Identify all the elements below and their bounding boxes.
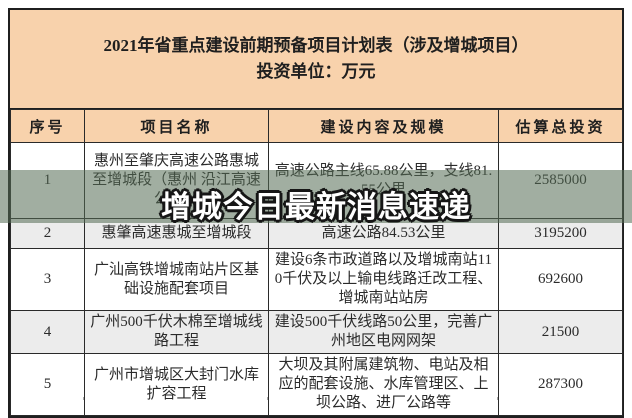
table-header-row: 序号 项目名称 建设内容及规模 估算总投资 [10, 109, 623, 143]
cell-content-scale: 建设6条市政道路以及增城南站110千伏及以上输电线路迁改工程、增城南站站房 [268, 248, 499, 311]
cell-total-investment: 21500 [498, 310, 623, 354]
cell-project-name: 广汕高铁增城南站片区基础设施配套项目 [84, 248, 269, 311]
cell-total-investment: 287300 [498, 353, 623, 416]
cell-project-name: 广州市增城区大封门水库扩容工程 [84, 353, 269, 416]
table-title-line-1: 2021年省重点建设前期预备项目计划表（涉及增城项目） [103, 36, 529, 55]
projects-table: 序号 项目名称 建设内容及规模 估算总投资 1 惠州至肇庆高速公路惠城至增城段（… [10, 109, 623, 416]
table-row: 4 广州500千伏木棉至增城线路工程 建设500千伏线路50公里，完善广州地区电… [10, 310, 623, 354]
table-title-band: 2021年省重点建设前期预备项目计划表（涉及增城项目） 投资单位：万元 [10, 10, 622, 109]
cell-content-scale: 大坝及其附属建筑物、电站及相应的配套设施、水库管理区、上坝公路、进厂公路等 [268, 353, 499, 416]
cell-serial: 4 [10, 310, 85, 354]
header-cell-serial: 序号 [10, 109, 85, 143]
cell-total-investment: 3195200 [498, 218, 623, 249]
header-cell-content-scale: 建设内容及规模 [268, 109, 499, 143]
cell-content-scale: 建设500千伏线路50公里，完善广州地区电网网架 [268, 310, 499, 354]
column-line-stub [83, 397, 84, 400]
cell-project-name: 广州500千伏木棉至增城线路工程 [84, 310, 269, 354]
header-cell-total-investment: 估算总投资 [498, 109, 623, 143]
watermark-text: 增城今日最新消息速递 [161, 190, 471, 224]
cell-serial: 2 [10, 218, 85, 249]
column-line-stub [267, 397, 268, 400]
projects-table-frame: 2021年省重点建设前期预备项目计划表（涉及增城项目） 投资单位：万元 序号 项… [8, 8, 624, 418]
cell-project-name: 惠肇高速惠城至增城段 [84, 218, 269, 249]
cell-serial: 3 [10, 248, 85, 311]
cell-total-investment: 692600 [498, 248, 623, 311]
table-row: 3 广汕高铁增城南站片区基础设施配套项目 建设6条市政道路以及增城南站110千伏… [10, 248, 623, 311]
table-row: 2 惠肇高速惠城至增城段 高速公路84.53公里 3195200 [10, 218, 623, 249]
header-cell-project-name: 项目名称 [84, 109, 269, 143]
watermark-banner: 增城今日最新消息速递 [0, 170, 632, 224]
cell-serial: 5 [10, 353, 85, 416]
table-row: 5 广州市增城区大封门水库扩容工程 大坝及其附属建筑物、电站及相应的配套设施、水… [10, 353, 623, 416]
table-title-line-2: 投资单位：万元 [256, 62, 376, 81]
page: 2021年省重点建设前期预备项目计划表（涉及增城项目） 投资单位：万元 序号 项… [0, 8, 632, 418]
column-line-stub [497, 397, 498, 400]
